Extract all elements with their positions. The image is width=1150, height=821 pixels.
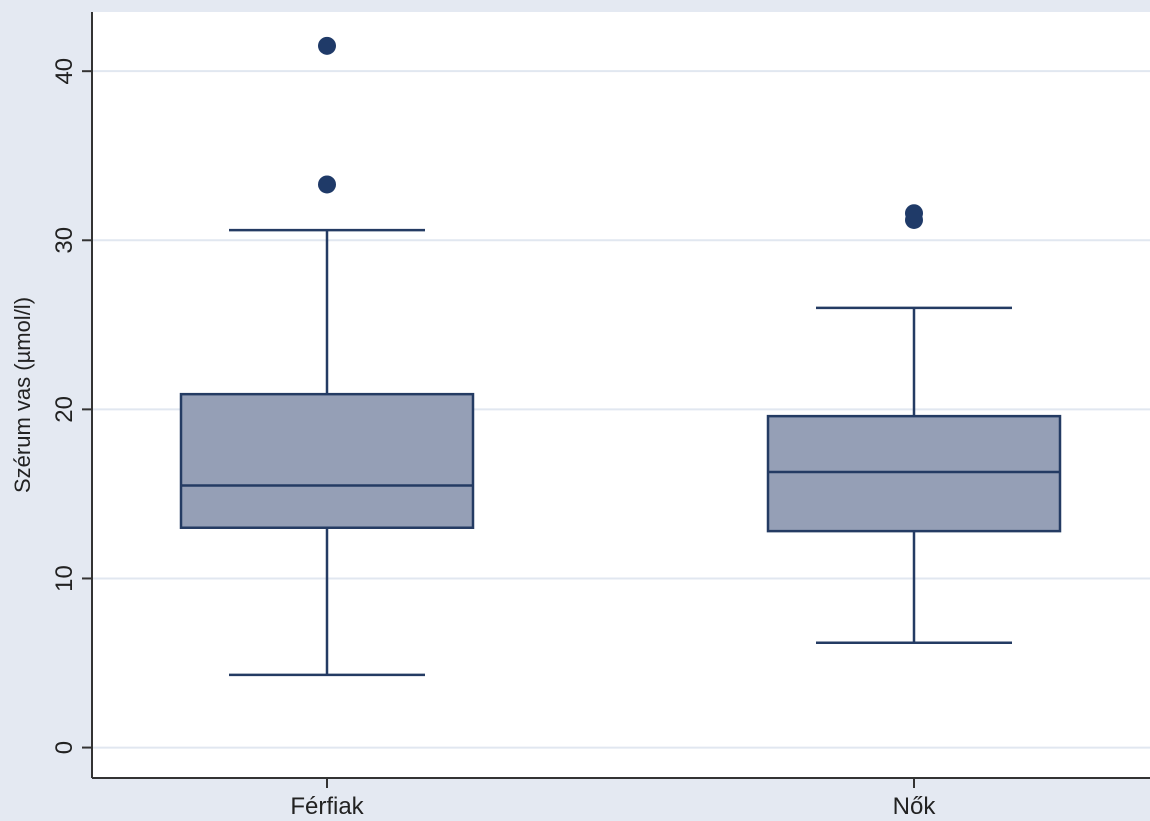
interquartile-box bbox=[179, 392, 475, 529]
box-series bbox=[179, 36, 1062, 677]
y-ticks: 0 10 20 30 40 bbox=[51, 58, 92, 754]
y-tick-label: 0 bbox=[51, 741, 78, 754]
x-tick-label: Férfiak bbox=[290, 793, 364, 820]
outlier-point bbox=[318, 175, 336, 194]
box-nok bbox=[766, 204, 1062, 644]
y-tick-label: 10 bbox=[51, 565, 78, 592]
y-tick-label: 30 bbox=[51, 227, 78, 254]
outlier-point bbox=[905, 204, 923, 223]
outlier-point bbox=[318, 36, 336, 55]
interquartile-box bbox=[766, 414, 1062, 533]
y-axis-title: Szérum vas (µmol/l) bbox=[10, 297, 35, 493]
box-ferfiak bbox=[179, 36, 475, 677]
x-ticks: Férfiak Nők bbox=[290, 778, 936, 820]
x-tick-label: Nők bbox=[893, 793, 937, 820]
y-tick-label: 20 bbox=[51, 396, 78, 423]
y-tick-label: 40 bbox=[51, 58, 78, 85]
axes bbox=[91, 12, 1150, 779]
